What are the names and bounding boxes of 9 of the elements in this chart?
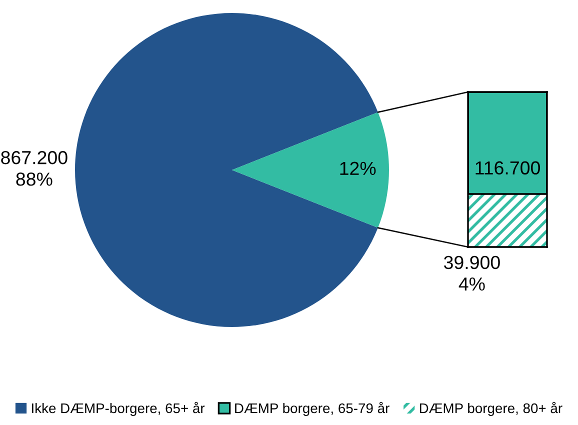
data-label: 12% — [340, 162, 376, 175]
legend-label: DÆMP borgere, 80+ år — [420, 402, 562, 416]
legend-label: Ikke DÆMP-borgere, 65+ år — [32, 402, 205, 416]
total-label: 116.700 — [476, 161, 540, 175]
pie-slice — [232, 112, 389, 228]
data-label: 867.200 88% — [1, 150, 68, 186]
legend-label: DÆMP borgere, 65-79 år — [235, 402, 390, 416]
data-label: 39.900 4% — [444, 256, 500, 291]
pie-slice — [75, 13, 378, 327]
